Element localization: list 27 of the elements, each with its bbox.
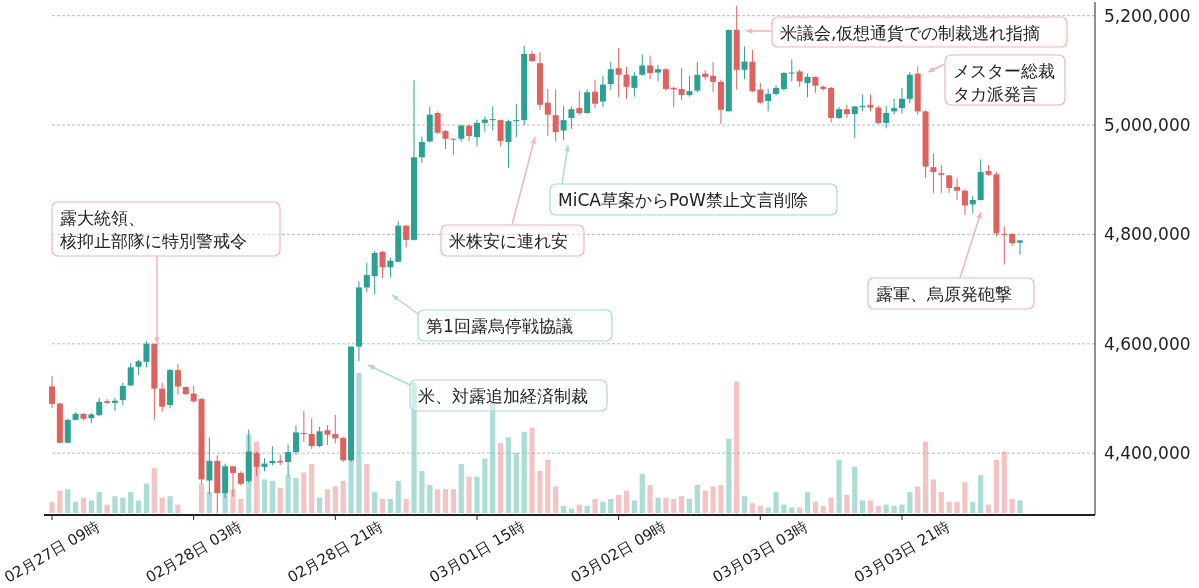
annotation: 米議会,仮想通貨での制裁逃れ指摘 <box>780 23 1041 43</box>
annotation: 第1回露烏停戦協議 <box>391 294 613 342</box>
y-tick-label: 4,800,000 <box>1104 224 1191 245</box>
annotation: 第1回露烏停戦協議 <box>426 316 573 336</box>
annotation: MiCA草案からPoW禁止文言削除 <box>558 190 808 210</box>
y-tick-label: 4,400,000 <box>1104 443 1191 464</box>
x-tick-label: 03月03日 21時 <box>851 517 953 587</box>
x-tick-label: 02月28日 21時 <box>284 517 387 587</box>
x-tick-label: 03月01日 15時 <box>426 517 528 587</box>
annotation: MiCA草案からPoW禁止文言削除 <box>549 144 838 216</box>
annotation: 露大統領、核抑止部隊に特別警戒令 <box>51 201 281 345</box>
annotation: 米、対露追加経済制裁 <box>418 386 588 406</box>
x-tick-label: 02月28日 03時 <box>142 517 245 587</box>
annotation: メスター総裁タカ派発言 <box>953 61 1055 104</box>
annotation: メスター総裁タカ派発言 <box>927 54 1066 106</box>
annotation: 米、対露追加経済制裁 <box>367 364 608 412</box>
x-tick-label: 03月02日 09時 <box>567 517 670 587</box>
y-tick-label: 4,600,000 <box>1104 333 1191 354</box>
annotation: 露軍、烏原発砲撃 <box>876 284 1012 304</box>
y-tick-label: 5,000,000 <box>1104 115 1191 136</box>
annotation: 露大統領、核抑止部隊に特別警戒令 <box>59 208 247 251</box>
annotation: 米議会,仮想通貨での制裁逃れ指摘 <box>745 16 1068 48</box>
annotation: 米株安に連れ安 <box>449 231 568 251</box>
y-tick-label: 5,200,000 <box>1104 5 1191 26</box>
x-tick-label: 03月03日 03時 <box>709 517 812 587</box>
x-tick-label: 02月27日 09時 <box>1 517 103 587</box>
annotation: 露軍、烏原発砲撃 <box>867 211 1035 310</box>
